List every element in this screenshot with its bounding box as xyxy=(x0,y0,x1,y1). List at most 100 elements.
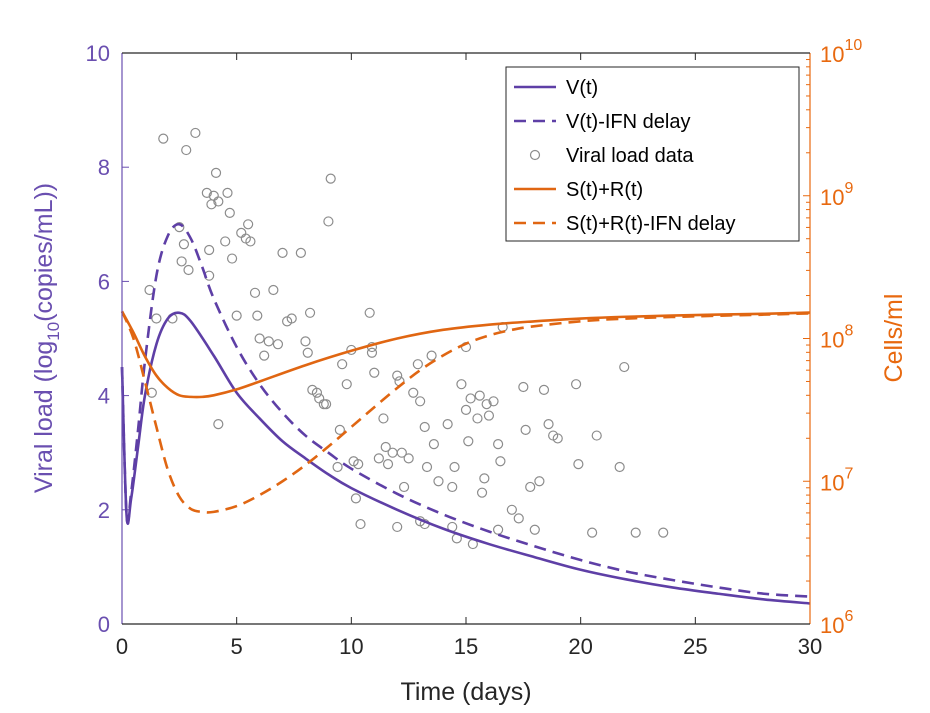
data-point xyxy=(332,461,343,473)
data-point xyxy=(373,453,384,464)
data-point xyxy=(277,247,288,258)
data-point xyxy=(552,433,563,444)
data-point xyxy=(176,256,187,267)
data-point xyxy=(204,244,215,256)
left-tick-label: 10 xyxy=(86,41,110,66)
data-point xyxy=(300,336,311,347)
data-point xyxy=(630,527,641,538)
data-point xyxy=(353,459,364,470)
data-point xyxy=(495,456,506,467)
left-tick-label: 8 xyxy=(98,155,110,180)
left-axis-label: Viral load (log10(copies/mL)) xyxy=(30,183,63,493)
data-point xyxy=(369,367,380,378)
data-point xyxy=(263,336,274,347)
legend-label: V(t)-IFN delay xyxy=(566,111,690,133)
legend-swatch xyxy=(529,149,541,161)
data-point xyxy=(428,439,439,450)
right-tick-base: 10 xyxy=(820,470,844,495)
right-tick-label: 1010 xyxy=(820,37,862,67)
data-point xyxy=(419,421,430,433)
series-line-0 xyxy=(120,311,811,605)
data-point xyxy=(158,133,169,144)
right-tick-base: 10 xyxy=(820,613,844,638)
data-point xyxy=(364,307,375,318)
data-point xyxy=(224,207,235,218)
x-tick-label: 20 xyxy=(568,634,592,659)
right-tick-label: 109 xyxy=(820,180,853,210)
data-point xyxy=(479,473,490,484)
data-point xyxy=(325,173,336,184)
right-tick-exponent: 8 xyxy=(844,323,853,340)
data-point xyxy=(311,387,323,398)
data-point xyxy=(302,347,313,358)
series-line-1 xyxy=(120,222,811,598)
data-point xyxy=(286,313,297,324)
x-tick-label: 25 xyxy=(683,634,707,659)
data-point xyxy=(476,487,488,498)
data-point xyxy=(252,310,263,321)
viral-load-data-points xyxy=(144,127,669,550)
data-point xyxy=(525,481,536,493)
data-point xyxy=(323,216,334,227)
left-tick-label: 0 xyxy=(98,612,110,637)
data-point xyxy=(213,419,224,430)
legend-label: S(t)+R(t) xyxy=(566,179,643,201)
x-axis-ticks: 0 5 10 15 20 25 30 xyxy=(116,53,822,659)
series-line-3 xyxy=(120,310,811,514)
data-point xyxy=(463,436,474,447)
data-point xyxy=(658,527,669,538)
x-tick-label: 15 xyxy=(454,634,478,659)
data-point xyxy=(380,441,391,453)
data-point xyxy=(254,333,265,344)
x-tick-label: 5 xyxy=(231,634,243,659)
data-point xyxy=(190,127,201,139)
data-point xyxy=(447,481,458,493)
legend-box xyxy=(505,66,800,242)
x-tick-label: 10 xyxy=(339,634,363,659)
right-tick-label: 108 xyxy=(820,323,853,353)
right-tick-base: 10 xyxy=(820,42,844,67)
data-point xyxy=(408,387,419,398)
data-point xyxy=(513,513,524,524)
data-point xyxy=(472,413,483,424)
data-point xyxy=(449,461,460,473)
data-point xyxy=(231,310,242,321)
series-lines xyxy=(120,222,811,605)
data-point xyxy=(426,350,437,361)
data-point xyxy=(481,399,492,410)
data-point xyxy=(178,239,190,250)
data-point xyxy=(460,404,472,415)
left-tick-label: 4 xyxy=(98,384,110,409)
legend-label: Viral load data xyxy=(566,145,694,167)
data-point xyxy=(321,399,332,410)
data-point xyxy=(587,527,598,538)
data-point xyxy=(392,521,403,533)
data-point xyxy=(350,493,362,504)
data-point xyxy=(151,313,162,324)
data-point xyxy=(341,379,352,390)
data-point xyxy=(529,524,540,535)
right-tick-exponent: 6 xyxy=(844,608,853,625)
right-tick-label: 107 xyxy=(820,465,853,495)
data-point xyxy=(543,419,554,430)
data-point xyxy=(474,390,485,401)
data-point xyxy=(456,379,467,390)
data-point xyxy=(382,459,394,470)
data-point xyxy=(534,476,545,487)
right-tick-exponent: 10 xyxy=(844,37,862,54)
left-axis-label-tail: (copies/mL)) xyxy=(30,183,58,322)
data-point xyxy=(403,453,414,464)
data-point xyxy=(268,284,279,296)
data-point xyxy=(488,396,499,407)
right-tick-base: 10 xyxy=(820,185,844,210)
right-tick-base: 10 xyxy=(820,328,844,353)
left-axis-label-subscript: 10 xyxy=(44,322,63,341)
data-point xyxy=(398,481,410,493)
data-point xyxy=(366,347,378,358)
data-point xyxy=(245,236,256,247)
data-point xyxy=(226,253,238,264)
legend-label: S(t)+R(t)-IFN delay xyxy=(566,213,735,235)
left-axis-label-main: Viral load (log xyxy=(30,341,58,493)
data-point xyxy=(272,339,284,350)
data-point xyxy=(518,381,529,393)
